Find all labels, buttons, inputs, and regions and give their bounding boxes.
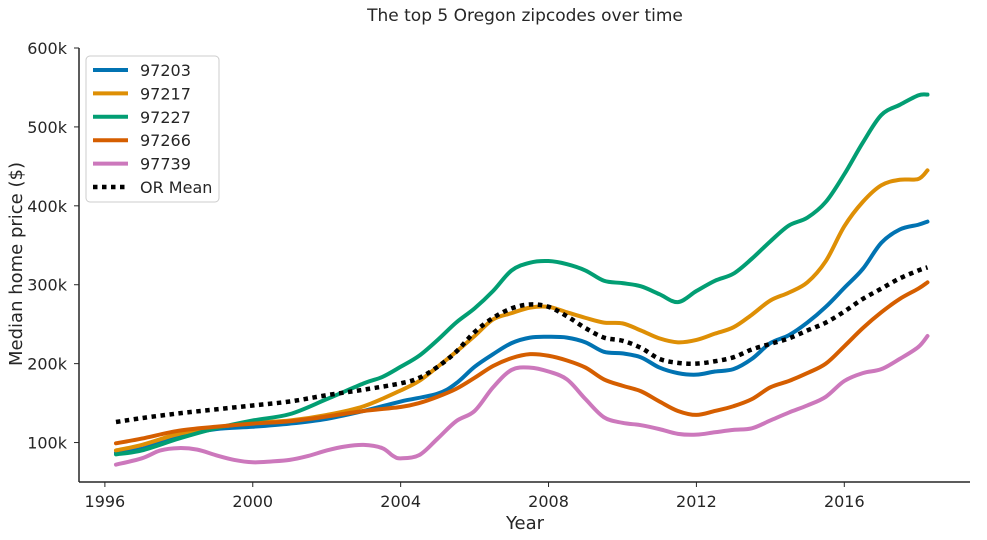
x-tick-label-2004: 2004 <box>380 492 421 511</box>
y-axis-title: Median home price ($) <box>6 162 27 366</box>
series-layer <box>113 92 930 467</box>
series-line-97203 <box>113 219 930 455</box>
legend: 97203 97217 97227 97266 97739 OR Mean <box>85 55 220 203</box>
series-line-97266 <box>113 280 930 446</box>
x-axis-ticks: 1996 2000 2004 2008 2012 2016 <box>85 482 865 511</box>
x-tick-label-2016: 2016 <box>824 492 865 511</box>
y-tick-label-200000: 200k <box>27 355 68 374</box>
x-tick-label-2012: 2012 <box>676 492 717 511</box>
legend-label-97266: 97266 <box>140 131 191 150</box>
legend-label-97739: 97739 <box>140 155 191 174</box>
chart-title: The top 5 Oregon zipcodes over time <box>366 6 683 26</box>
y-tick-label-100000: 100k <box>27 434 68 453</box>
series-line-97227 <box>113 92 930 457</box>
legend-label-97227: 97227 <box>140 108 191 127</box>
legend-label-97203: 97203 <box>140 61 191 80</box>
legend-label-or-mean: OR Mean <box>140 178 212 197</box>
y-axis-ticks: 100k 200k 300k 400k 500k 600k <box>27 39 79 453</box>
series-line-or-mean <box>115 265 929 425</box>
x-tick-label-2000: 2000 <box>232 492 273 511</box>
x-tick-label-1996: 1996 <box>85 492 126 511</box>
y-tick-label-500000: 500k <box>27 118 68 137</box>
y-tick-label-400000: 400k <box>27 197 68 216</box>
y-tick-label-600000: 600k <box>27 39 68 58</box>
series-line-97739 <box>113 334 930 467</box>
x-tick-label-2008: 2008 <box>528 492 569 511</box>
y-tick-label-300000: 300k <box>27 276 68 295</box>
legend-label-97217: 97217 <box>140 84 191 103</box>
x-axis-title: Year <box>505 513 545 534</box>
